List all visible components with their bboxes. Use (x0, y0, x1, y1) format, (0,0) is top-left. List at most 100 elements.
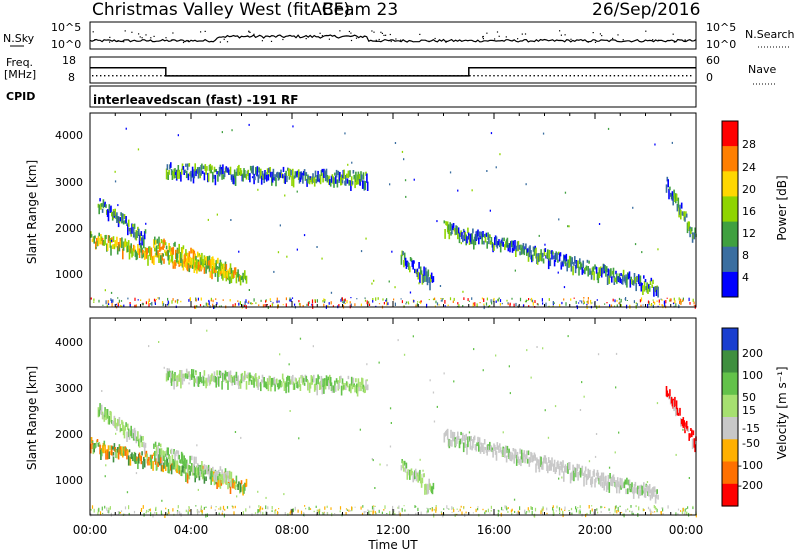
clutter-cell (511, 508, 513, 512)
clutter-cell (267, 506, 269, 510)
echo-cell (114, 417, 116, 428)
clutter-cell (289, 297, 291, 301)
echo-cell (182, 259, 185, 271)
echo-cell (193, 250, 196, 255)
nave-point (669, 75, 672, 77)
clutter-cell (276, 300, 278, 303)
echo-cell (354, 385, 356, 393)
echo-cell (159, 455, 162, 464)
echo-cell (515, 249, 517, 257)
echo-cell (550, 462, 552, 471)
clutter-cell (167, 509, 170, 513)
clutter-cell (224, 508, 226, 511)
clutter-cell (375, 512, 377, 515)
clutter-cell (440, 297, 442, 300)
echo-cell (269, 167, 271, 177)
echo-cell (203, 172, 206, 181)
echo-cell (132, 433, 135, 441)
nsky-point (226, 41, 229, 43)
clutter-cell (590, 299, 592, 303)
echo-cell (127, 219, 130, 227)
nave-point (236, 75, 238, 77)
echo-cell (238, 481, 240, 488)
nave-point (152, 75, 154, 77)
echo-cell (181, 373, 184, 385)
clutter-cell (105, 300, 107, 305)
echo-cell (558, 253, 561, 262)
echo-cell (212, 256, 214, 266)
echo-cell (201, 263, 203, 270)
clutter-cell (432, 298, 435, 301)
nave-point (521, 75, 523, 77)
echo-cell (402, 251, 404, 256)
nave-point (212, 75, 214, 77)
clutter-cell (640, 297, 643, 302)
echo-cell (350, 376, 353, 386)
echo-cell (136, 251, 138, 260)
nsearch-tick-high: 10^5 (706, 21, 736, 34)
clutter-cell (552, 505, 554, 509)
noise-cell (161, 499, 163, 502)
noise-cell (283, 493, 285, 496)
echo-cell (240, 480, 243, 485)
clutter-cell (218, 512, 220, 515)
echo-cell (180, 168, 183, 175)
echo-cell (107, 445, 110, 452)
noise-cell (117, 204, 119, 207)
noise-cell (449, 171, 452, 174)
echo-cell (177, 260, 180, 264)
echo-cell (102, 199, 105, 209)
echo-cell (511, 452, 514, 460)
echo-cell (355, 378, 357, 383)
echo-cell (643, 275, 645, 279)
echo-cell (213, 371, 216, 383)
echo-cell (346, 178, 349, 184)
echo-cell (582, 260, 584, 269)
freq-unit-label: [MHz] (4, 68, 36, 81)
echo-cell (686, 426, 689, 431)
echo-cell (656, 489, 658, 494)
nave-point (629, 75, 632, 77)
echo-cell (555, 251, 557, 260)
echo-cell (171, 170, 174, 180)
echo-cell (140, 436, 143, 443)
echo-cell (229, 484, 232, 494)
echo-cell (197, 261, 200, 271)
clutter-cell (140, 299, 142, 301)
echo-cell (179, 370, 181, 378)
noise-cell (389, 407, 392, 410)
echo-cell (203, 266, 206, 274)
echo-cell (585, 474, 588, 485)
echo-cell (177, 377, 180, 381)
clutter-cell (591, 302, 593, 304)
echo-cell (235, 371, 238, 378)
noise-cell (471, 189, 473, 192)
echo-cell (222, 272, 224, 281)
echo-cell (473, 236, 476, 242)
clutter-cell (643, 509, 645, 511)
clutter-cell (428, 299, 430, 301)
echo-cell (526, 458, 529, 464)
clutter-cell (218, 508, 220, 510)
power-ytick-4000: 4000 (55, 129, 83, 142)
clutter-cell (669, 299, 671, 302)
echo-cell (309, 382, 312, 389)
clutter-cell (669, 298, 671, 300)
nave-point (92, 75, 94, 77)
clutter-cell (271, 506, 273, 510)
nave-point (473, 75, 475, 77)
echo-cell (359, 179, 361, 186)
echo-cell (504, 241, 507, 248)
clutter-cell (460, 505, 462, 508)
echo-cell (185, 252, 188, 257)
clutter-cell (695, 513, 697, 518)
echo-cell (201, 375, 204, 381)
clutter-cell (372, 299, 374, 303)
nsky-point (170, 39, 173, 41)
echo-cell (148, 461, 151, 466)
echo-cell (245, 478, 248, 487)
echo-cell (335, 169, 338, 178)
echo-cell (186, 262, 189, 272)
echo-cell (316, 384, 318, 396)
echo-cell (401, 459, 403, 464)
